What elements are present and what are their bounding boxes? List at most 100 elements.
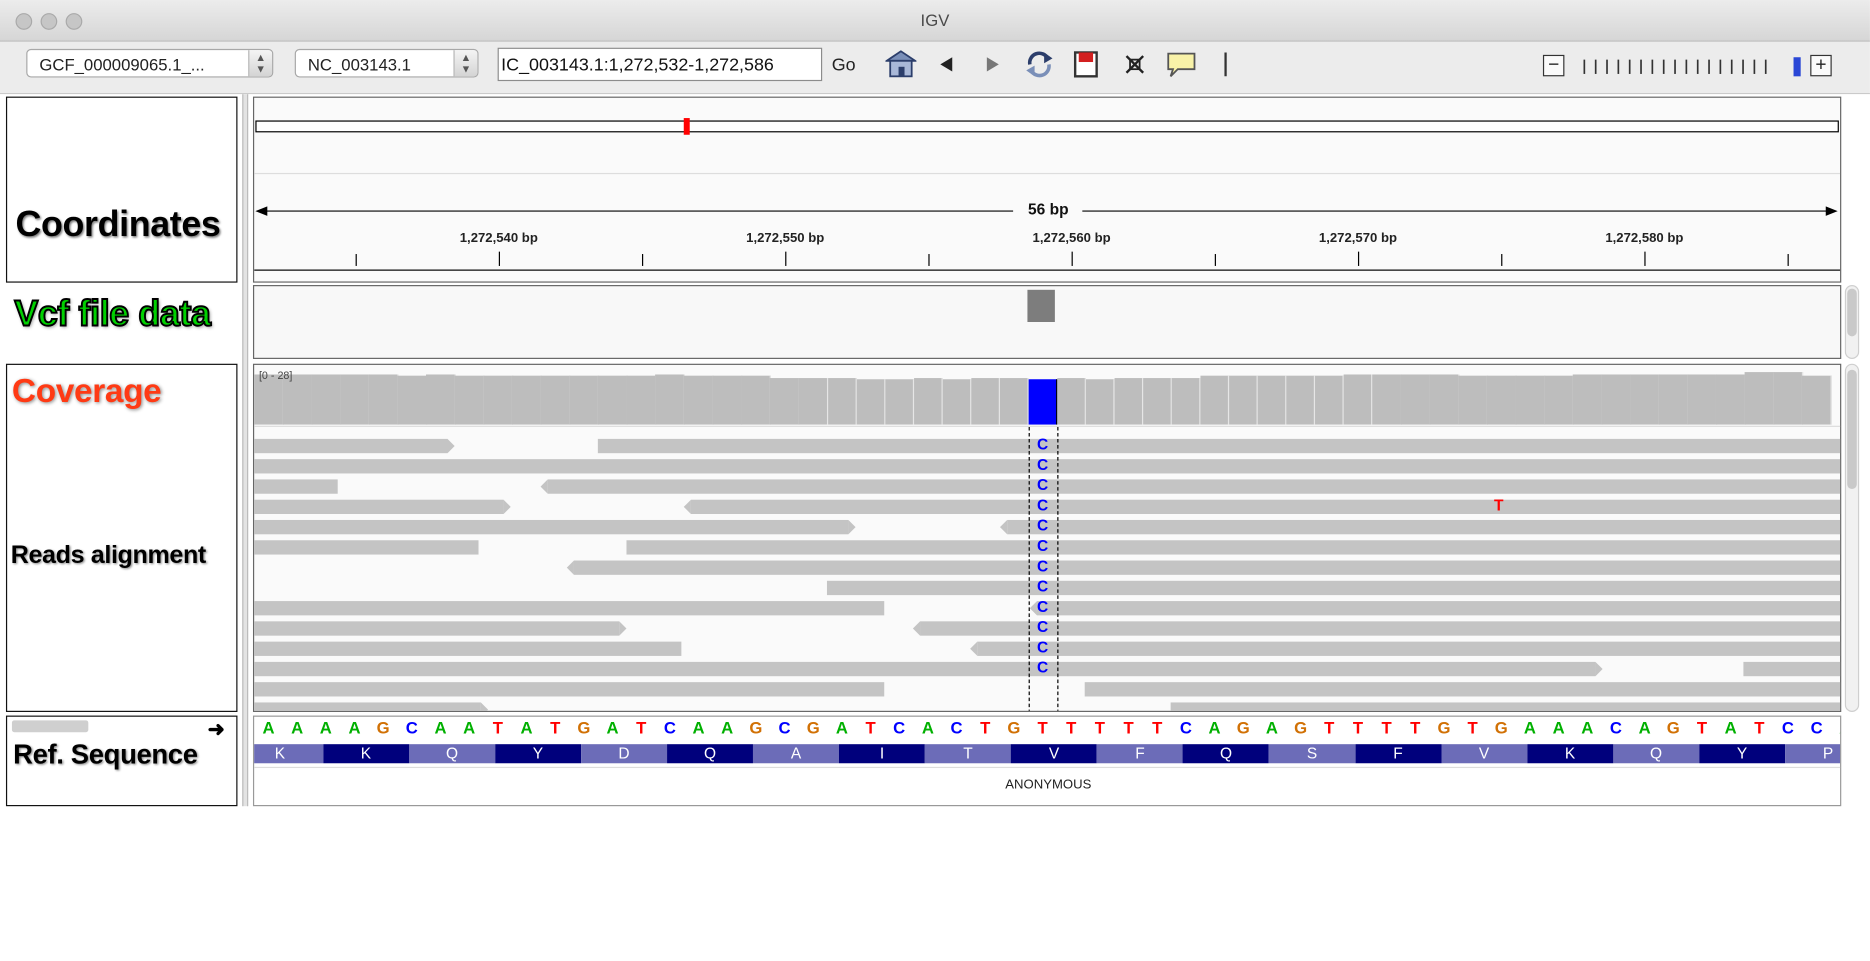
close-window-button[interactable] bbox=[15, 13, 33, 30]
coverage-bar[interactable] bbox=[1257, 375, 1287, 425]
coverage-track[interactable] bbox=[254, 365, 1840, 425]
read-alignment[interactable] bbox=[254, 499, 504, 515]
ruler-minor-tick bbox=[1214, 254, 1216, 266]
coverage-bar[interactable] bbox=[1228, 375, 1259, 425]
coverage-bar[interactable] bbox=[426, 373, 456, 425]
coverage-bar[interactable] bbox=[1773, 372, 1803, 425]
coverage-bar[interactable] bbox=[512, 375, 542, 425]
coverage-bar[interactable] bbox=[1114, 377, 1144, 425]
read-alignment[interactable] bbox=[254, 621, 620, 636]
zoom-ticks-icon bbox=[1583, 57, 1801, 77]
coverage-bar[interactable] bbox=[1544, 375, 1574, 425]
read-alignment[interactable] bbox=[597, 438, 1841, 454]
read-alignment[interactable] bbox=[254, 519, 849, 535]
minimize-window-button[interactable] bbox=[40, 13, 58, 30]
region-of-interest-button[interactable] bbox=[1070, 42, 1101, 87]
read-alignment[interactable] bbox=[254, 601, 885, 616]
panel-divider[interactable] bbox=[242, 94, 249, 807]
read-alignment[interactable] bbox=[254, 682, 885, 697]
coverage-bar[interactable] bbox=[1171, 377, 1201, 425]
reference-base: T bbox=[980, 717, 991, 738]
chromosome-select[interactable]: NC_003143.1 ▲ ▼ bbox=[294, 48, 479, 78]
coverage-bar[interactable] bbox=[655, 373, 685, 425]
read-alignment[interactable] bbox=[254, 479, 338, 494]
coverage-bar[interactable] bbox=[1056, 377, 1087, 425]
go-button[interactable]: Go bbox=[831, 54, 856, 76]
chromosome-ideogram[interactable] bbox=[255, 120, 1839, 133]
read-alignment[interactable] bbox=[254, 540, 479, 555]
coverage-bar[interactable] bbox=[1658, 373, 1689, 425]
coverage-bar[interactable] bbox=[1687, 373, 1717, 425]
read-alignment[interactable] bbox=[1036, 601, 1841, 616]
read-alignment[interactable] bbox=[573, 560, 1841, 575]
coverage-bar[interactable] bbox=[1572, 373, 1603, 425]
coverage-bar[interactable] bbox=[1716, 373, 1746, 425]
vcf-scrollbar[interactable] bbox=[1844, 285, 1860, 359]
home-button[interactable] bbox=[883, 42, 919, 87]
reference-base: A bbox=[262, 717, 275, 738]
coverage-bar[interactable] bbox=[1314, 375, 1345, 425]
read-alignment[interactable] bbox=[826, 580, 1841, 596]
popup-info-button[interactable] bbox=[1163, 42, 1199, 87]
back-button[interactable] bbox=[934, 42, 958, 87]
coverage-bar[interactable] bbox=[1343, 373, 1373, 425]
forward-button[interactable] bbox=[981, 42, 1005, 87]
zoom-out-button[interactable]: − bbox=[1542, 54, 1565, 77]
strand-arrow-icon[interactable]: ➜ bbox=[207, 717, 225, 741]
read-alignment[interactable] bbox=[920, 621, 1841, 636]
locus-input[interactable]: IC_003143.1:1,272,532-1,272,586 bbox=[497, 47, 823, 82]
coverage-bar[interactable] bbox=[999, 377, 1029, 425]
coverage-bar[interactable] bbox=[340, 373, 370, 425]
coverage-bar[interactable] bbox=[483, 375, 513, 425]
variant-base: C bbox=[1036, 435, 1049, 454]
read-alignment[interactable] bbox=[254, 438, 448, 454]
read-alignment[interactable] bbox=[254, 661, 1596, 677]
read-alignment[interactable] bbox=[626, 540, 1841, 555]
read-alignment[interactable] bbox=[1743, 661, 1841, 677]
read-alignment[interactable] bbox=[1007, 519, 1841, 535]
alignment-scrollbar[interactable] bbox=[1844, 363, 1860, 712]
coverage-bar[interactable] bbox=[712, 375, 743, 425]
coverage-bar[interactable] bbox=[856, 379, 886, 425]
coverage-bar[interactable] bbox=[942, 379, 972, 425]
read-alignment[interactable] bbox=[547, 479, 1841, 494]
refresh-button[interactable] bbox=[1021, 42, 1057, 87]
read-alignment[interactable] bbox=[254, 459, 1841, 474]
coverage-bar[interactable] bbox=[1458, 375, 1488, 425]
coverage-bar[interactable] bbox=[1429, 373, 1459, 425]
zoom-in-button[interactable]: + bbox=[1810, 54, 1832, 77]
read-alignment[interactable] bbox=[690, 499, 1841, 515]
coverage-bar[interactable] bbox=[1601, 373, 1631, 425]
read-alignment[interactable] bbox=[254, 702, 481, 711]
coverage-bar[interactable] bbox=[569, 375, 599, 425]
coverage-bar[interactable] bbox=[598, 375, 628, 425]
read-alignment[interactable] bbox=[977, 641, 1841, 656]
coverage-bar[interactable] bbox=[1802, 375, 1832, 425]
variant-marker[interactable] bbox=[1027, 289, 1055, 323]
coverage-bar[interactable] bbox=[368, 373, 399, 425]
read-alignment[interactable] bbox=[254, 641, 682, 656]
amino-acid: Q bbox=[408, 744, 495, 764]
reference-base: T bbox=[1467, 717, 1478, 738]
gene-feature-label: ANONYMOUS bbox=[1005, 777, 1092, 792]
coverage-bar[interactable] bbox=[1630, 373, 1660, 425]
coverage-bar[interactable] bbox=[684, 375, 714, 425]
coverage-bar[interactable] bbox=[884, 379, 915, 425]
zoom-slider[interactable] bbox=[1579, 56, 1818, 77]
zoom-window-button[interactable] bbox=[65, 13, 83, 30]
coverage-bar[interactable] bbox=[1486, 375, 1517, 425]
coverage-bar[interactable] bbox=[1085, 379, 1115, 425]
coverage-bar[interactable] bbox=[1400, 373, 1431, 425]
coverage-bar[interactable] bbox=[741, 375, 771, 425]
coverage-bar[interactable] bbox=[798, 377, 829, 425]
read-alignment[interactable] bbox=[1170, 702, 1841, 711]
genome-select[interactable]: GCF_000009065.1_... ▲ ▼ bbox=[26, 48, 274, 78]
coverage-bar[interactable] bbox=[970, 377, 1001, 425]
resize-to-window-button[interactable] bbox=[1119, 42, 1150, 87]
read-alignment[interactable] bbox=[1084, 682, 1841, 697]
coverage-bar[interactable] bbox=[282, 373, 313, 425]
coverage-bar[interactable] bbox=[1028, 379, 1058, 425]
